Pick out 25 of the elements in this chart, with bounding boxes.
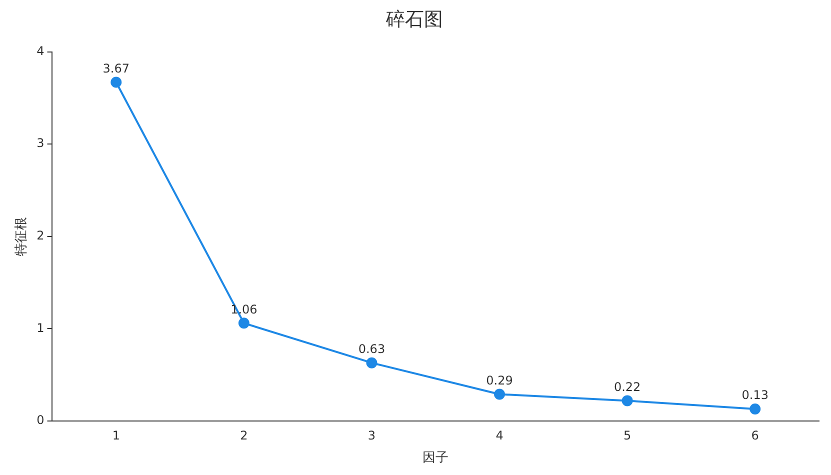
y-tick-label: 0 <box>36 413 44 428</box>
point <box>110 76 122 88</box>
x-tick-label: 6 <box>751 428 759 442</box>
point <box>494 388 506 400</box>
x-tick-label: 3 <box>368 428 376 442</box>
data-label: 0.22 <box>614 380 641 394</box>
y-tick-label: 3 <box>36 136 44 150</box>
data-label: 0.13 <box>742 388 768 402</box>
data-label: 3.67 <box>102 61 130 76</box>
y-tick-label: 4 <box>36 44 44 58</box>
y-tick-label: 2 <box>36 228 44 243</box>
x-tick-label: 2 <box>240 428 248 442</box>
point <box>238 318 250 329</box>
point <box>366 357 378 368</box>
data-label: 0.63 <box>358 342 386 356</box>
y-tick-label: 1 <box>36 320 44 335</box>
point <box>622 395 633 406</box>
x-tick-label: 5 <box>623 428 632 442</box>
chart-title: 碎石图 <box>385 8 443 30</box>
x-tick-label: 4 <box>496 428 504 442</box>
y-axis-title: 特征根 <box>14 216 30 256</box>
x-axis-title: 因子 <box>422 450 449 466</box>
point <box>750 404 761 414</box>
data-label: 0.29 <box>486 373 513 388</box>
x-tick-label: 1 <box>112 428 120 442</box>
